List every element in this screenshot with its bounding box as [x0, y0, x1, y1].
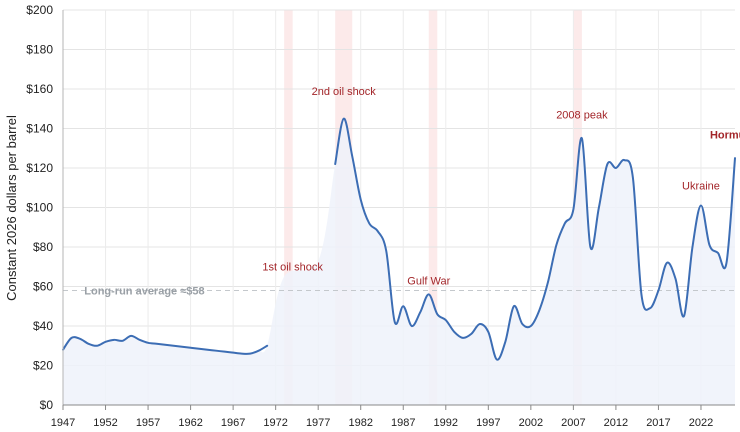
- y-tick-label: $60: [33, 280, 53, 294]
- x-tick-label: 1947: [51, 417, 75, 429]
- annotation-2nd-oil-shock: 2nd oil shock: [312, 86, 377, 98]
- price-line-segment-1: [62, 334, 269, 355]
- x-tick-label: 2012: [604, 417, 628, 429]
- x-tick-label: 1952: [93, 417, 117, 429]
- x-tick-label: 1972: [263, 417, 287, 429]
- annotation-ukraine: Ukraine: [682, 181, 720, 193]
- y-tick-label: $140: [26, 122, 53, 136]
- x-tick-label: 1982: [348, 417, 372, 429]
- annotation-2008-peak: 2008 peak: [556, 110, 608, 122]
- y-tick-label: $40: [33, 319, 53, 333]
- y-tick-label: $20: [33, 359, 53, 373]
- x-tick-label: 1997: [476, 417, 500, 429]
- x-tick-label: 1957: [136, 417, 160, 429]
- y-tick-label: $200: [26, 3, 53, 17]
- x-tick-label: 1992: [434, 417, 458, 429]
- x-tick-label: 2007: [561, 417, 585, 429]
- price-line-segment-4: [334, 117, 736, 361]
- annotation-hormuz-c: Hormuz c: [710, 129, 740, 141]
- annotation-1st-oil-shock: 1st oil shock: [262, 262, 323, 274]
- x-tick-label: 2022: [689, 417, 713, 429]
- x-tick-label: 1987: [391, 417, 415, 429]
- y-tick-label: $80: [33, 240, 53, 254]
- x-tick-label: 1977: [306, 417, 330, 429]
- y-axis-label: Constant 2026 dollars per barrel: [4, 115, 19, 301]
- average-label: Long-run average ≈$58: [84, 285, 204, 297]
- y-tick-label: $120: [26, 161, 53, 175]
- y-tick-label: $100: [26, 201, 53, 215]
- y-tick-label: $180: [26, 43, 53, 57]
- x-tick-label: 1962: [178, 417, 202, 429]
- price-area: [63, 118, 735, 405]
- y-tick-label: $0: [40, 398, 54, 412]
- x-tick-label: 2002: [519, 417, 543, 429]
- annotation-gulf-war: Gulf War: [407, 276, 450, 288]
- y-tick-label: $160: [26, 82, 53, 96]
- x-tick-label: 2017: [646, 417, 670, 429]
- x-tick-label: 1967: [221, 417, 245, 429]
